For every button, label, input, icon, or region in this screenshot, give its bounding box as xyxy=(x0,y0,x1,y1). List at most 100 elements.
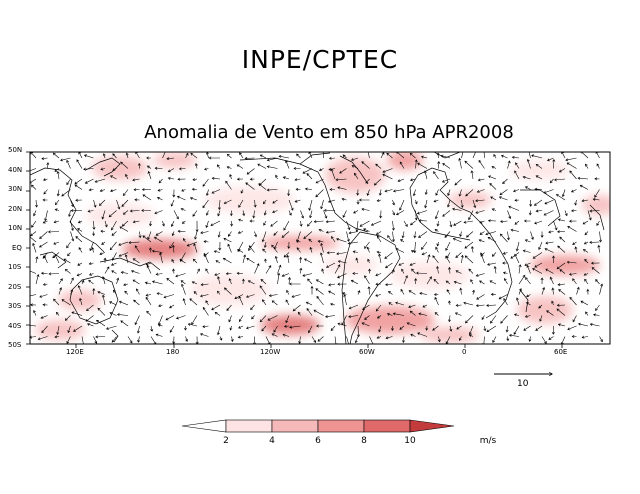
wind-vector xyxy=(543,189,554,194)
wind-vector xyxy=(178,167,186,171)
wind-vector xyxy=(532,268,543,274)
wind-vector xyxy=(145,293,152,297)
wind-vector xyxy=(237,335,244,339)
wind-vector xyxy=(569,170,577,180)
wind-vector xyxy=(120,271,129,275)
wind-vector xyxy=(112,168,117,171)
wind-vector xyxy=(97,291,106,295)
wind-vector xyxy=(546,157,554,162)
wind-vector xyxy=(359,220,370,227)
wind-vector xyxy=(124,254,129,264)
wind-vector xyxy=(61,189,71,197)
wind-vector xyxy=(545,268,554,274)
wind-vector xyxy=(376,336,382,339)
wind-vector xyxy=(551,300,554,306)
wind-vector xyxy=(491,208,497,212)
wind-vector xyxy=(196,268,200,274)
wind-vector xyxy=(346,231,350,242)
wind-vector xyxy=(492,336,497,343)
wind-vector xyxy=(191,281,198,285)
wind-vector xyxy=(375,304,382,312)
wind-vector xyxy=(268,294,278,297)
wind-vector xyxy=(229,210,233,217)
wind-vector xyxy=(395,210,405,216)
wind-vector xyxy=(298,336,302,344)
wind-vector xyxy=(311,336,316,343)
wind-vector xyxy=(264,258,268,264)
wind-vector xyxy=(266,165,278,169)
wind-vector xyxy=(203,252,209,264)
wind-vector xyxy=(350,157,359,161)
wind-vector xyxy=(99,189,106,192)
wind-vector xyxy=(507,210,512,220)
colorbar-segment xyxy=(363,419,411,433)
wind-vector xyxy=(109,175,117,180)
wind-vector xyxy=(215,260,221,264)
wind-vector xyxy=(580,300,589,306)
lat-label: 10N xyxy=(8,224,23,232)
wind-vector xyxy=(433,171,439,180)
wind-vector xyxy=(469,325,474,335)
wind-vector xyxy=(165,315,175,321)
wind-vector xyxy=(582,220,589,225)
wind-vector xyxy=(525,277,531,285)
wind-vector xyxy=(410,250,416,253)
wind-vector xyxy=(70,199,74,208)
wind-vector xyxy=(455,252,462,259)
wind-vector xyxy=(453,280,462,285)
wind-vector xyxy=(84,178,94,184)
colorbar-tick: 4 xyxy=(269,436,275,446)
wind-vector xyxy=(447,189,451,197)
wind-vector xyxy=(453,220,462,226)
wind-vector xyxy=(535,209,543,213)
wind-vector xyxy=(489,280,497,285)
wind-vector xyxy=(40,315,48,319)
wind-vector xyxy=(206,189,209,196)
wind-vector xyxy=(53,220,60,224)
wind-vector xyxy=(343,294,347,306)
wind-vector xyxy=(470,279,474,285)
wind-vector xyxy=(182,298,186,306)
wind-vector xyxy=(169,304,175,309)
wind-vector xyxy=(245,325,255,330)
wind-vector xyxy=(500,219,508,223)
wind-vector xyxy=(426,276,432,285)
wind-vector xyxy=(70,209,83,213)
wind-vector xyxy=(202,306,209,316)
wind-vector xyxy=(463,301,474,306)
wind-vector xyxy=(502,271,508,275)
wind-vector xyxy=(363,228,370,232)
wind-vector xyxy=(315,189,324,198)
wind-vector xyxy=(421,252,428,256)
wind-vector xyxy=(217,276,221,285)
wind-vector xyxy=(175,273,186,278)
wind-vector xyxy=(598,231,602,243)
wind-vector xyxy=(413,231,417,239)
wind-vector xyxy=(553,220,558,231)
wind-vector xyxy=(91,247,95,253)
wind-vector xyxy=(309,246,313,253)
wind-vector xyxy=(409,178,416,182)
wind-vector xyxy=(128,241,140,245)
wind-vector xyxy=(133,188,140,192)
wind-vector xyxy=(325,230,336,234)
wind-vector xyxy=(180,208,186,211)
wind-vector xyxy=(392,210,396,216)
wind-vector xyxy=(403,275,408,285)
wind-vector xyxy=(70,289,74,295)
wind-vector xyxy=(483,152,485,159)
wind-vector xyxy=(42,178,48,181)
wind-vector xyxy=(116,199,121,210)
wind-vector xyxy=(308,238,313,243)
wind-vector xyxy=(454,178,462,186)
wind-vector xyxy=(385,336,393,340)
wind-vector xyxy=(464,160,474,169)
wind-vector xyxy=(435,246,439,253)
wind-vector xyxy=(54,199,60,206)
wind-vector xyxy=(391,220,395,231)
wind-vector xyxy=(249,219,255,223)
wind-vector xyxy=(589,240,600,244)
lat-label: 20S xyxy=(8,283,22,291)
wind-vector xyxy=(61,299,71,306)
wind-vector xyxy=(534,187,543,191)
